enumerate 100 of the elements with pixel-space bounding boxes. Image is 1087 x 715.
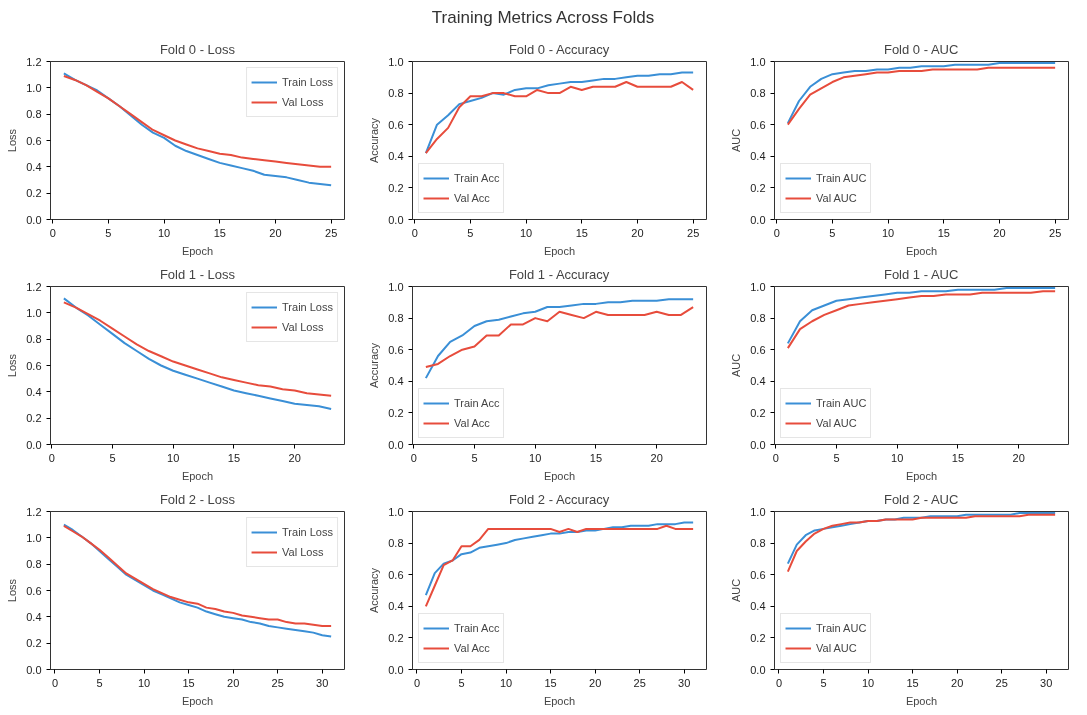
y-tick-label: 0.8 bbox=[26, 558, 42, 571]
x-tick-label: 30 bbox=[1040, 676, 1053, 689]
x-tick-label: 20 bbox=[227, 676, 240, 689]
y-tick-label: 0.0 bbox=[750, 213, 766, 226]
x-tick-label: 5 bbox=[96, 676, 103, 689]
x-tick-label: 0 bbox=[772, 451, 779, 464]
x-tick-label: 15 bbox=[951, 451, 965, 464]
x-axis-title: Epoch bbox=[181, 694, 214, 707]
y-tick-label: 0.6 bbox=[750, 118, 766, 131]
legend-label: Train Acc bbox=[454, 172, 500, 184]
chart-title: Fold 1 - Loss bbox=[159, 266, 236, 282]
line-series bbox=[424, 524, 695, 608]
y-tick-label: 1.0 bbox=[388, 55, 404, 68]
y-tick-label: 0.8 bbox=[750, 537, 766, 550]
y-tick-label: 0.4 bbox=[388, 600, 404, 613]
y-tick-label: 0.2 bbox=[750, 181, 766, 194]
line-series bbox=[424, 306, 695, 369]
y-tick-label: 0.4 bbox=[26, 385, 42, 398]
y-tick-label: 0.0 bbox=[26, 438, 42, 451]
x-tick-label: 0 bbox=[411, 226, 418, 239]
legend-label: Val AUC bbox=[816, 417, 857, 429]
y-tick-label: 1.0 bbox=[388, 505, 404, 518]
y-tick-label: 0.6 bbox=[388, 118, 404, 131]
x-tick-label: 15 bbox=[213, 226, 226, 239]
x-tick-label: 0 bbox=[773, 226, 780, 239]
y-tick-label: 1.2 bbox=[26, 280, 42, 293]
x-tick-label: 5 bbox=[109, 451, 116, 464]
y-tick-label: 0.8 bbox=[750, 87, 766, 100]
line-series bbox=[62, 301, 333, 397]
y-tick-label: 0.4 bbox=[750, 600, 766, 613]
x-tick-label: 10 bbox=[529, 451, 542, 464]
x-tick-label: 15 bbox=[227, 451, 241, 464]
x-tick-label: 10 bbox=[137, 676, 151, 689]
x-tick-label: 0 bbox=[775, 676, 783, 689]
legend-label: Train AUC bbox=[816, 397, 867, 409]
x-tick-label: 25 bbox=[687, 226, 700, 239]
y-tick-label: 1.0 bbox=[388, 280, 404, 293]
y-tick-label: 0.0 bbox=[388, 213, 404, 226]
x-tick-label: 20 bbox=[1012, 451, 1025, 464]
x-tick-label: 15 bbox=[589, 451, 603, 464]
y-tick-label: 1.2 bbox=[26, 55, 42, 68]
x-tick-label: 20 bbox=[589, 676, 602, 689]
x-tick-label: 20 bbox=[993, 226, 1006, 239]
y-tick-label: 0.6 bbox=[26, 584, 42, 597]
y-tick-label: 0.2 bbox=[388, 406, 404, 419]
y-tick-label: 0.6 bbox=[750, 568, 766, 581]
text: Training Metrics Across Folds bbox=[431, 7, 655, 27]
y-tick-label: 0.0 bbox=[750, 663, 766, 676]
x-tick-label: 20 bbox=[650, 451, 663, 464]
y-axis-title: Accuracy bbox=[368, 342, 381, 389]
y-axis-title: AUC bbox=[730, 578, 743, 603]
y-tick-label: 0.8 bbox=[26, 333, 42, 346]
legend-label: Val Loss bbox=[282, 96, 324, 108]
y-tick-label: 0.0 bbox=[388, 438, 404, 451]
x-tick-label: 20 bbox=[631, 226, 644, 239]
x-tick-label: 10 bbox=[861, 676, 875, 689]
x-tick-label: 0 bbox=[49, 226, 56, 239]
y-tick-label: 0.4 bbox=[750, 375, 766, 388]
y-tick-label: 0.4 bbox=[750, 150, 766, 163]
legend-label: Val AUC bbox=[816, 642, 857, 654]
line-series bbox=[62, 72, 333, 187]
x-axis-title: Epoch bbox=[905, 469, 938, 482]
x-tick-label: 5 bbox=[820, 676, 827, 689]
y-tick-label: 1.0 bbox=[750, 55, 766, 68]
chart-title: Fold 2 - AUC bbox=[883, 491, 959, 507]
line-series bbox=[424, 298, 695, 380]
y-tick-label: 0.4 bbox=[26, 610, 42, 623]
x-tick-label: 25 bbox=[995, 676, 1008, 689]
y-tick-label: 0.2 bbox=[26, 637, 42, 650]
y-tick-label: 0.8 bbox=[388, 312, 404, 325]
legend-label: Train Acc bbox=[454, 397, 500, 409]
legend-label: Val Loss bbox=[282, 546, 324, 558]
x-tick-label: 25 bbox=[633, 676, 646, 689]
x-tick-label: 15 bbox=[544, 676, 557, 689]
legend-label: Val Acc bbox=[454, 192, 490, 204]
x-tick-label: 10 bbox=[881, 226, 895, 239]
x-tick-label: 5 bbox=[105, 226, 112, 239]
y-axis-title: Loss bbox=[6, 128, 19, 153]
legend-label: Train AUC bbox=[816, 622, 867, 634]
y-axis-title: Loss bbox=[6, 578, 19, 603]
x-tick-label: 15 bbox=[906, 676, 919, 689]
y-tick-label: 0.6 bbox=[750, 343, 766, 356]
chart-title: Fold 0 - Loss bbox=[159, 41, 236, 57]
x-tick-label: 25 bbox=[325, 226, 338, 239]
y-tick-label: 0.4 bbox=[26, 160, 42, 173]
y-axis-title: Accuracy bbox=[368, 567, 381, 614]
legend-label: Train Loss bbox=[282, 526, 333, 538]
legend-label: Val Acc bbox=[454, 642, 490, 654]
legend-label: Train Acc bbox=[454, 622, 500, 634]
y-tick-label: 0.2 bbox=[750, 406, 766, 419]
chart-title: Fold 0 - AUC bbox=[883, 41, 959, 57]
y-tick-label: 1.2 bbox=[26, 505, 42, 518]
y-tick-label: 0.8 bbox=[750, 312, 766, 325]
x-tick-label: 5 bbox=[471, 451, 478, 464]
x-tick-label: 30 bbox=[678, 676, 691, 689]
x-tick-label: 0 bbox=[51, 676, 59, 689]
x-tick-label: 25 bbox=[271, 676, 284, 689]
y-tick-label: 0.4 bbox=[388, 375, 404, 388]
x-tick-label: 20 bbox=[269, 226, 282, 239]
x-tick-label: 10 bbox=[167, 451, 180, 464]
